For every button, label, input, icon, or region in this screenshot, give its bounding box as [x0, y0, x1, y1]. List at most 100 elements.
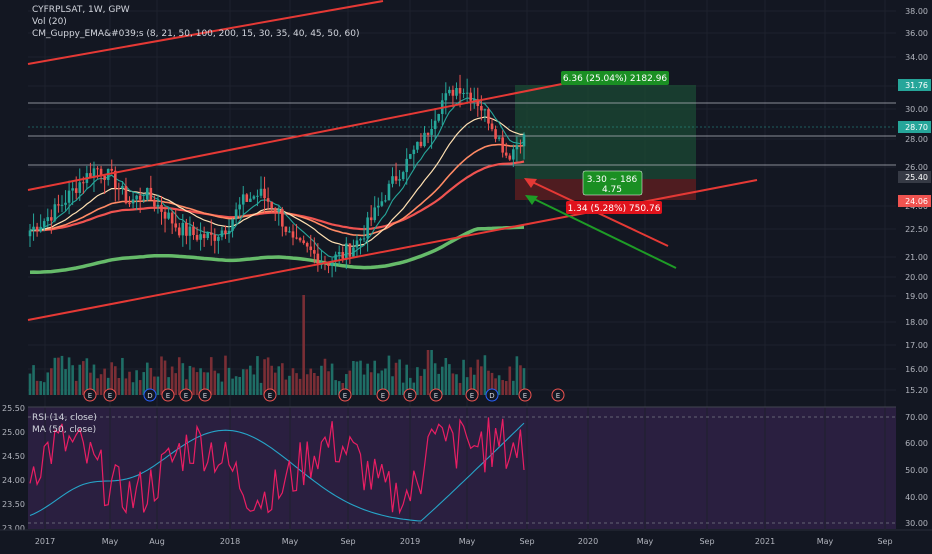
volume-bar	[334, 380, 337, 395]
volume-bar	[167, 377, 170, 395]
candle-body	[508, 155, 512, 160]
candle-body	[170, 212, 174, 224]
candle-body	[252, 196, 256, 199]
price-tick: 17.00	[905, 341, 928, 350]
volume-bar	[497, 375, 501, 395]
volume-bar	[384, 368, 387, 395]
event-marker[interactable]	[143, 388, 157, 402]
trendline-upper-outer[interactable]	[27, 0, 384, 65]
candle-body	[245, 194, 249, 202]
price-tick: 28.00	[905, 135, 928, 144]
event-marker[interactable]	[465, 388, 479, 402]
event-marker[interactable]	[518, 388, 532, 402]
volume-bar	[284, 379, 288, 395]
event-marker[interactable]	[263, 388, 277, 402]
candle-body	[202, 234, 206, 239]
volume-bar	[345, 374, 348, 395]
volume-bar	[298, 378, 302, 395]
volume-bar	[60, 355, 64, 395]
candle-body	[494, 129, 497, 139]
candle-body	[504, 152, 508, 156]
volume-bar	[188, 365, 192, 395]
candlesticks	[28, 74, 526, 278]
candle-body	[277, 209, 281, 212]
candle-body	[313, 250, 316, 254]
profit-label-box	[561, 71, 669, 85]
rsi-legend-ma[interactable]: MA (50, close)	[32, 425, 97, 435]
volume-bar	[369, 372, 373, 395]
event-marker-label: D	[489, 392, 494, 400]
candle-body	[185, 222, 188, 236]
rsi-legend-rsi[interactable]: RSI (14, close)	[32, 413, 97, 423]
time-tick: 2019	[400, 537, 420, 546]
candle-body	[188, 226, 192, 236]
volume-bar	[281, 363, 284, 395]
candle-body	[316, 253, 320, 266]
price-tick: 34.00	[905, 53, 928, 62]
candle-body	[341, 252, 345, 259]
time-axis[interactable]	[0, 530, 932, 550]
candle-body	[110, 168, 114, 171]
symbol-line[interactable]: CYFRPLSAT, 1W, GPW	[32, 5, 130, 15]
candle-body	[263, 188, 266, 199]
event-marker[interactable]	[161, 388, 175, 402]
volume-bar	[206, 372, 209, 395]
candle-body	[302, 240, 305, 244]
candle-body	[57, 204, 60, 206]
event-marker[interactable]	[403, 388, 417, 402]
candle-body	[60, 204, 64, 206]
trendline-upper[interactable]	[27, 79, 583, 191]
volume-bar	[163, 360, 167, 395]
event-marker-label: E	[434, 392, 438, 400]
volume-bar	[181, 363, 185, 395]
volume-bar	[376, 373, 380, 395]
green-arrow-head-icon	[525, 195, 538, 205]
left-scale-ticks: 25.50 25.00 24.50 24.00 23.50 23.00	[2, 404, 25, 533]
candle-body	[487, 109, 490, 124]
candle-body	[497, 137, 501, 139]
volume-bar	[142, 372, 146, 395]
event-marker[interactable]	[198, 388, 212, 402]
event-marker[interactable]	[376, 388, 390, 402]
center-label-box[interactable]	[582, 170, 643, 196]
left-tick: 25.00	[2, 428, 25, 437]
candle-body	[163, 211, 167, 219]
red-arrow-head-icon	[524, 178, 537, 188]
volume-bar	[501, 380, 504, 395]
green-arrow[interactable]	[529, 196, 677, 269]
event-marker[interactable]	[103, 388, 117, 402]
volume-bar	[266, 357, 270, 395]
event-marker[interactable]	[485, 388, 499, 402]
profit-label: 6.36 (25.04%) 2182.96	[563, 74, 668, 84]
event-marker[interactable]	[429, 388, 443, 402]
guppy-legend[interactable]: CM_Guppy_EMA&#039;s (8, 21, 50, 100, 200…	[32, 29, 360, 39]
time-tick: 2017	[35, 537, 55, 546]
candle-body	[181, 222, 185, 236]
ema-100-line	[29, 160, 525, 232]
price-tag-box	[898, 195, 931, 207]
volume-bar	[57, 357, 60, 395]
volume-bar	[92, 364, 96, 395]
volume-bar	[373, 360, 377, 395]
candle-body	[67, 190, 71, 203]
volume-bar	[423, 369, 426, 395]
event-marker[interactable]	[338, 388, 352, 402]
price-tag-box	[898, 79, 931, 91]
candle-body	[89, 173, 92, 178]
volume-bar	[320, 365, 323, 395]
candle-body	[206, 232, 209, 239]
event-marker[interactable]	[551, 388, 565, 402]
event-marker[interactable]	[83, 388, 97, 402]
candle-body	[433, 120, 437, 129]
candle-body	[231, 219, 234, 231]
event-marker[interactable]	[179, 388, 193, 402]
volume-bar	[327, 371, 330, 395]
volume-bar	[462, 359, 465, 395]
candle-body	[128, 203, 131, 205]
volume-legend[interactable]: Vol (20)	[32, 17, 67, 27]
time-tick: Sep	[340, 537, 355, 546]
volume-bar	[128, 371, 131, 395]
